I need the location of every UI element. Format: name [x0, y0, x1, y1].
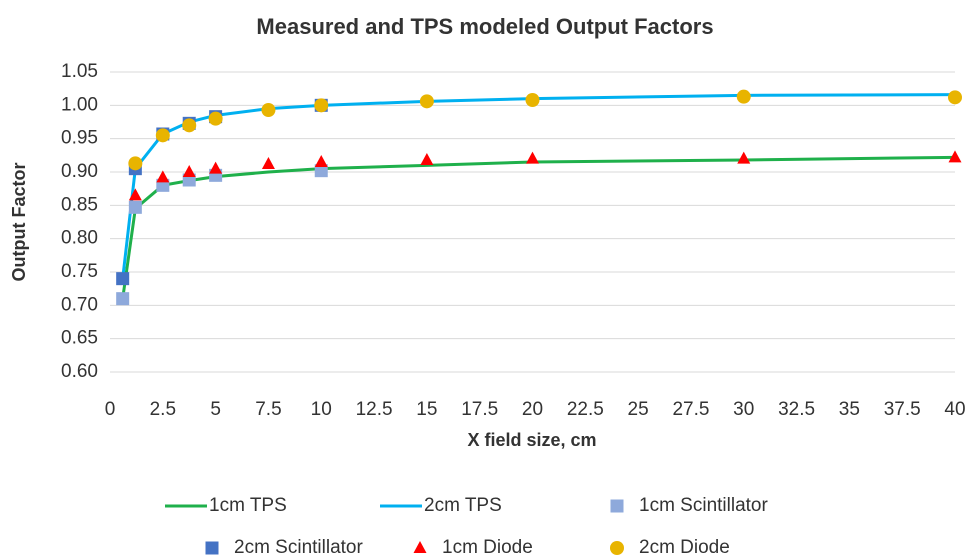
x-tick-label: 30: [733, 399, 754, 420]
marker: [208, 111, 223, 126]
x-tick-label: 35: [839, 399, 860, 420]
marker: [314, 155, 328, 167]
x-tick-label: 2.5: [150, 399, 176, 420]
x-tick-label: 37.5: [884, 399, 921, 420]
marker: [182, 165, 196, 177]
marker: [116, 272, 130, 286]
legend-label: 2cm TPS: [424, 495, 502, 516]
x-axis-label: X field size, cm: [467, 430, 596, 450]
marker: [209, 161, 223, 174]
legend-swatch: [610, 499, 624, 513]
y-tick-label: 1.05: [61, 61, 98, 82]
legend-swatch: [413, 541, 427, 553]
marker: [314, 98, 329, 113]
legend-swatch: [610, 541, 624, 555]
legend-label: 1cm Diode: [442, 537, 533, 558]
x-tick-label: 40: [944, 399, 965, 420]
x-tick-label: 12.5: [356, 399, 393, 420]
marker: [314, 164, 328, 178]
x-tick-label: 25: [628, 399, 649, 420]
x-tick-label: 32.5: [778, 399, 815, 420]
marker: [948, 90, 962, 105]
marker: [736, 89, 751, 104]
y-tick-label: 0.65: [61, 328, 98, 349]
marker: [261, 103, 276, 117]
line: [121, 155, 956, 299]
legend-label: 2cm Scintillator: [234, 537, 363, 558]
line: [121, 93, 956, 279]
legend-label: 2cm Diode: [639, 537, 730, 558]
marker: [525, 93, 540, 107]
x-tick-label: 10: [311, 399, 332, 420]
x-tick-label: 15: [416, 399, 437, 420]
marker: [155, 128, 170, 143]
marker: [116, 292, 130, 306]
x-tick-label: 20: [522, 399, 543, 420]
chart-title: Measured and TPS modeled Output Factors: [256, 14, 713, 39]
y-tick-label: 0.95: [61, 128, 98, 149]
marker: [128, 200, 142, 214]
marker: [128, 156, 143, 171]
marker: [948, 150, 962, 163]
marker: [182, 118, 197, 133]
y-tick-label: 0.60: [61, 361, 98, 382]
x-tick-label: 7.5: [255, 399, 281, 420]
marker: [526, 151, 539, 164]
marker: [420, 153, 434, 165]
marker: [419, 94, 434, 109]
x-tick-label: 0: [105, 399, 116, 420]
y-tick-label: 0.90: [61, 161, 98, 182]
marker: [156, 170, 170, 183]
x-tick-label: 17.5: [461, 399, 498, 420]
y-tick-label: 0.85: [61, 194, 98, 215]
legend-label: 1cm Scintillator: [639, 495, 768, 516]
y-tick-label: 0.70: [61, 294, 98, 315]
marker: [261, 157, 275, 169]
x-tick-label: 5: [210, 399, 221, 420]
y-tick-label: 0.80: [61, 228, 98, 249]
marker: [128, 188, 142, 201]
y-tick-label: 0.75: [61, 261, 98, 282]
y-axis-label: Output Factor: [9, 163, 29, 282]
x-tick-label: 27.5: [672, 399, 709, 420]
x-tick-label: 22.5: [567, 399, 604, 420]
marker: [737, 151, 751, 164]
legend-label: 1cm TPS: [209, 495, 287, 516]
legend-swatch: [205, 541, 219, 555]
y-tick-label: 1.00: [61, 94, 98, 115]
